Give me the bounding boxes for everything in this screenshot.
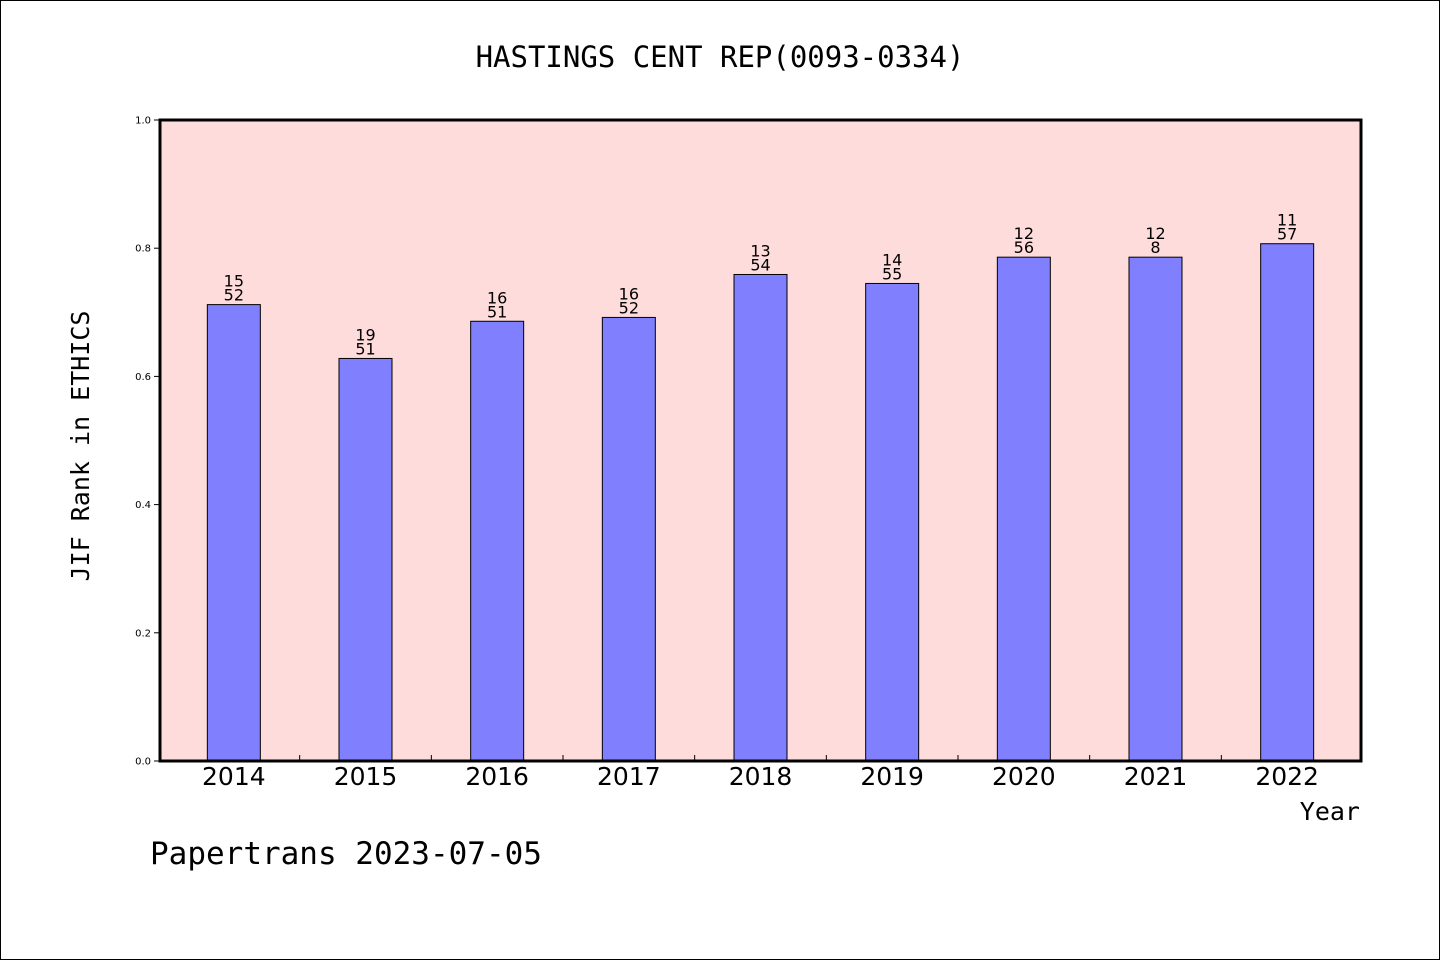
- bar-label-top-2018: 13: [750, 241, 770, 260]
- bar-2019: [865, 282, 920, 762]
- bar-label-bottom-2017: 52: [619, 298, 639, 317]
- y-tick-label: 0.4: [135, 500, 151, 511]
- bar-2014: [206, 304, 261, 762]
- x-tick-label-2019: 2019: [860, 762, 924, 791]
- bar-label-bottom-2022: 57: [1277, 225, 1297, 244]
- bar-label-bottom-2021: 8: [1150, 238, 1160, 257]
- bar-2020: [996, 256, 1051, 762]
- x-tick-label-2014: 2014: [202, 762, 266, 791]
- bar-label-top-2020: 12: [1014, 224, 1034, 243]
- bar-label-top-2015: 19: [355, 325, 375, 344]
- plot-border: [158, 118, 1363, 763]
- x-ticks-layer: 2014 2015 2016 2017 2018 2019 2020 2021 2022: [202, 755, 1319, 791]
- y-tick-label: 1.0: [135, 116, 151, 127]
- bar-label-bottom-2019: 55: [882, 264, 902, 283]
- x-tick-label-2020: 2020: [992, 762, 1056, 791]
- bar-label-top-2016: 16: [487, 288, 507, 307]
- bar-2015: [338, 357, 393, 762]
- bars-layer: [206, 243, 1315, 762]
- bar-2022: [1260, 243, 1315, 762]
- bar-label-top-2019: 14: [882, 250, 902, 269]
- bar-label-top-2022: 11: [1277, 211, 1297, 230]
- bar-2018: [733, 273, 788, 762]
- x-tick-label-2021: 2021: [1124, 762, 1188, 791]
- chart-title: HASTINGS CENT REP(0093-0334): [476, 40, 965, 74]
- y-axis-label: JIF Rank in ETHICS: [66, 311, 95, 582]
- bar-label-bottom-2014: 52: [224, 286, 244, 305]
- footer-text: Papertrans 2023-07-05: [150, 836, 542, 872]
- y-tick-label: 0.0: [135, 757, 151, 768]
- x-tick-label-2022: 2022: [1255, 762, 1319, 791]
- y-tick-label: 0.6: [135, 372, 151, 383]
- bar-label-top-2021: 12: [1145, 224, 1165, 243]
- x-tick-label-2015: 2015: [334, 762, 398, 791]
- x-axis-label: Year: [1300, 797, 1360, 826]
- bar-label-top-2017: 16: [619, 284, 639, 303]
- x-tick-label-2016: 2016: [465, 762, 529, 791]
- bar-2016: [470, 320, 525, 762]
- bar-label-bottom-2016: 51: [487, 302, 507, 321]
- bar-2017: [601, 316, 656, 762]
- bar-label-bottom-2018: 54: [750, 255, 770, 274]
- bar-label-bottom-2020: 56: [1014, 238, 1034, 257]
- bar-2021: [1128, 256, 1183, 762]
- bar-label-bottom-2015: 51: [355, 339, 375, 358]
- y-tick-label: 0.8: [135, 244, 151, 255]
- x-tick-label-2017: 2017: [597, 762, 661, 791]
- y-ticks-layer: 0.0 0.2 0.4 0.6 0.8 1.0: [135, 116, 160, 768]
- y-tick-label: 0.2: [135, 628, 151, 639]
- x-tick-label-2018: 2018: [729, 762, 793, 791]
- bar-label-top-2014: 15: [224, 272, 244, 291]
